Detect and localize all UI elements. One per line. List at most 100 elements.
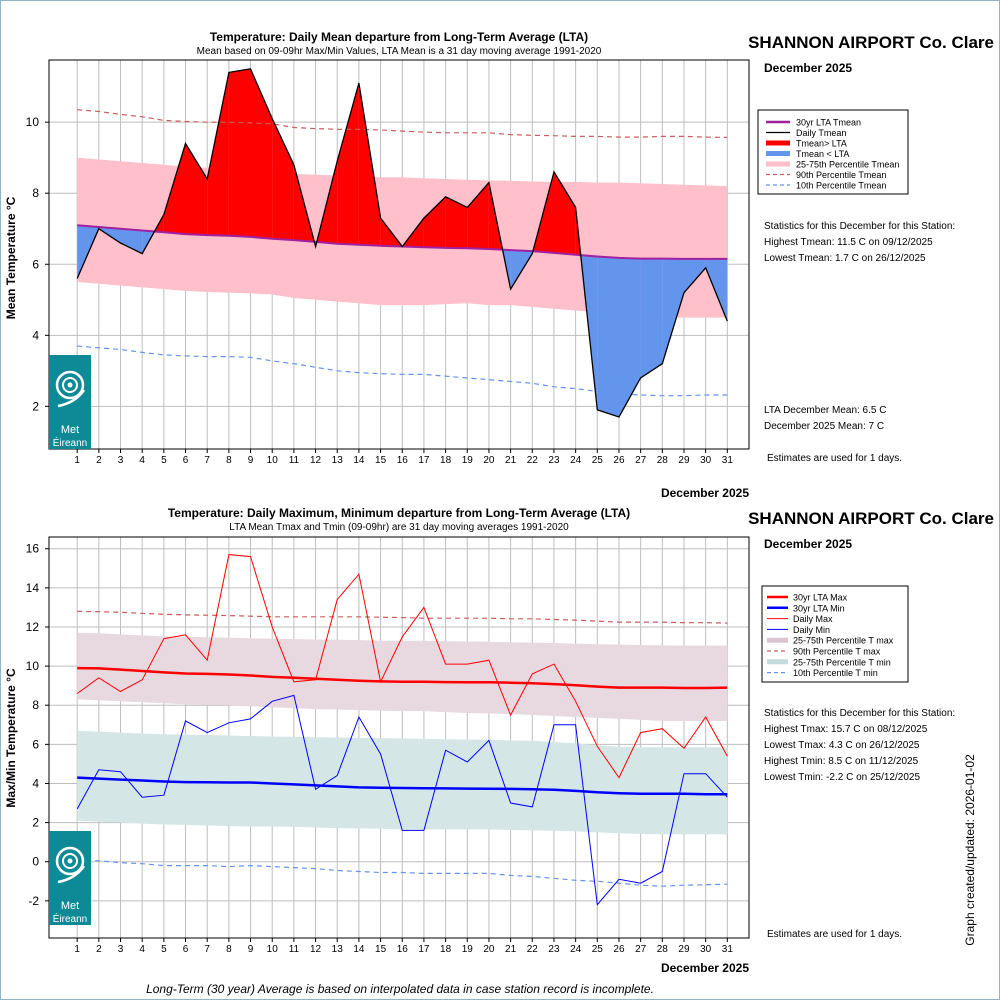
x-tick-label: 28 xyxy=(657,455,669,466)
x-tick-label: 10 xyxy=(267,455,279,466)
above-lta-area xyxy=(228,68,251,237)
plot-border xyxy=(48,536,750,939)
x-tick-label: 29 xyxy=(678,944,690,955)
legend-label: 90th Percentile T max xyxy=(793,647,881,657)
x-tick-label: 19 xyxy=(462,944,474,955)
percentile-10-tmin-line xyxy=(77,860,728,887)
x-tick-label: 7 xyxy=(204,455,210,466)
stat-highest-tmin: Highest Tmin: 8.5 C on 11/12/2025 xyxy=(764,756,919,767)
legend-label: 25-75th Percentile T min xyxy=(793,657,891,667)
above-lta-area xyxy=(554,171,576,255)
estimates-note: Estimates are used for 1 days. xyxy=(767,453,902,464)
x-tick-label: 22 xyxy=(527,455,539,466)
legend-label: Daily Min xyxy=(793,625,830,635)
x-tick-label: 17 xyxy=(418,944,430,955)
x-axis-label: December 2025 xyxy=(661,961,749,975)
percentile-bands xyxy=(77,632,728,835)
y-tick-label: 8 xyxy=(32,698,39,712)
x-tick-label: 12 xyxy=(310,455,322,466)
above-lta-area xyxy=(250,68,273,239)
legend-label: 30yr LTA Max xyxy=(793,593,848,603)
lta-month-mean: LTA December Mean: 6.5 C xyxy=(764,405,886,416)
below-lta-area xyxy=(705,258,728,322)
x-tick-label: 25 xyxy=(592,455,604,466)
percentile-10-line xyxy=(77,345,728,397)
legend-label: 30yr LTA Tmean xyxy=(796,118,861,128)
x-tick-label: 11 xyxy=(289,455,300,466)
lta-max-line xyxy=(77,666,728,690)
y-tick-label: 4 xyxy=(32,776,39,790)
x-tick-label: 9 xyxy=(248,944,254,955)
daily-min-line xyxy=(76,694,728,906)
x-tick-label: 3 xyxy=(118,455,124,466)
y-tick-label: 14 xyxy=(26,581,40,595)
y-tick-label: 0 xyxy=(32,855,39,869)
estimates-note: Estimates are used for 1 days. xyxy=(767,929,902,940)
above-lta-area xyxy=(272,118,294,241)
x-tick-label: 3 xyxy=(118,944,124,955)
above-lta-area xyxy=(423,196,446,248)
x-axis-ticks: 1 2 3 4 5 6 7 8 9 10 11 12 13 14 15 16 17 18 19 20 21 22 23 24 2… xyxy=(74,938,733,955)
x-tick-label: 23 xyxy=(548,455,560,466)
chart-title: Temperature: Daily Maximum, Minimum depa… xyxy=(168,506,630,520)
month-label: December 2025 xyxy=(764,61,852,75)
x-tick-label: 4 xyxy=(139,455,145,466)
x-tick-label: 28 xyxy=(657,944,669,955)
x-tick-label: 1 xyxy=(74,944,80,955)
x-tick-label: 25 xyxy=(592,944,604,955)
chart-subtitle: Mean based on 09-09hr Max/Min Values, LT… xyxy=(197,46,602,57)
x-tick-label: 18 xyxy=(440,455,452,466)
above-lta-area xyxy=(445,196,468,249)
lta-min-line xyxy=(77,776,728,796)
mean-temperature-chart: Temperature: Daily Mean departure from L… xyxy=(4,30,994,500)
y-tick-label: 12 xyxy=(26,620,40,634)
x-tick-label: 13 xyxy=(332,455,344,466)
met-eireann-logo: Met Éireann xyxy=(49,831,91,925)
legend-label: 90th Percentile Tmean xyxy=(796,170,886,180)
month-mean: December 2025 Mean: 7 C xyxy=(764,421,884,432)
above-lta-area xyxy=(337,83,359,245)
below-lta-area xyxy=(684,258,706,293)
legend-label: 10th Percentile Tmean xyxy=(796,181,886,191)
y-tick-label: 10 xyxy=(26,115,40,129)
y-tick-label: 6 xyxy=(32,737,39,751)
below-lta-area xyxy=(597,256,619,417)
y-tick-label: 4 xyxy=(32,328,39,342)
legend-label: Daily Tmean xyxy=(796,128,846,138)
legend-label: 25-75th Percentile T max xyxy=(793,636,894,646)
x-tick-label: 20 xyxy=(483,944,495,955)
x-tick-label: 30 xyxy=(700,455,712,466)
logo-text-eireann: Éireann xyxy=(53,436,87,449)
stats-title: Statistics for this December for this St… xyxy=(764,708,955,719)
stat-lowest-tmean: Lowest Tmean: 1.7 C on 26/12/2025 xyxy=(764,253,926,264)
x-tick-label: 9 xyxy=(248,455,254,466)
y-axis-ticks: -2 0 2 4 6 8 10 12 14 16 xyxy=(26,542,49,908)
chart-title: Temperature: Daily Mean departure from L… xyxy=(210,30,588,44)
stat-highest-tmean: Highest Tmean: 11.5 C on 09/12/2025 xyxy=(764,237,933,248)
above-lta-area xyxy=(163,143,186,235)
departure-fill xyxy=(77,68,728,417)
spiral-icon xyxy=(55,846,86,884)
stat-lowest-tmax: Lowest Tmax: 4.3 C on 26/12/2025 xyxy=(764,740,920,751)
daily-mean-line xyxy=(76,68,728,418)
x-tick-label: 4 xyxy=(139,944,145,955)
y-tick-label: 10 xyxy=(26,659,40,673)
x-tick-label: 27 xyxy=(635,455,647,466)
x-axis-ticks: 1 2 3 4 5 6 7 8 9 10 11 12 13 14 15 16 17 18 19 20 21 22 23 24 2… xyxy=(74,449,733,466)
footer-note: Long-Term (30 year) Average is based on … xyxy=(146,982,654,996)
x-tick-label: 2 xyxy=(96,944,102,955)
y-tick-label: 2 xyxy=(32,816,39,830)
x-tick-label: 15 xyxy=(375,455,387,466)
station-name: SHANNON AIRPORT Co. Clare xyxy=(748,33,994,52)
y-axis-ticks: 2 4 6 8 10 xyxy=(26,115,49,413)
x-tick-label: 18 xyxy=(440,944,452,955)
x-tick-label: 29 xyxy=(678,455,690,466)
x-tick-label: 21 xyxy=(505,944,517,955)
x-tick-label: 7 xyxy=(204,944,210,955)
legend-label: 30yr LTA Min xyxy=(793,603,845,613)
